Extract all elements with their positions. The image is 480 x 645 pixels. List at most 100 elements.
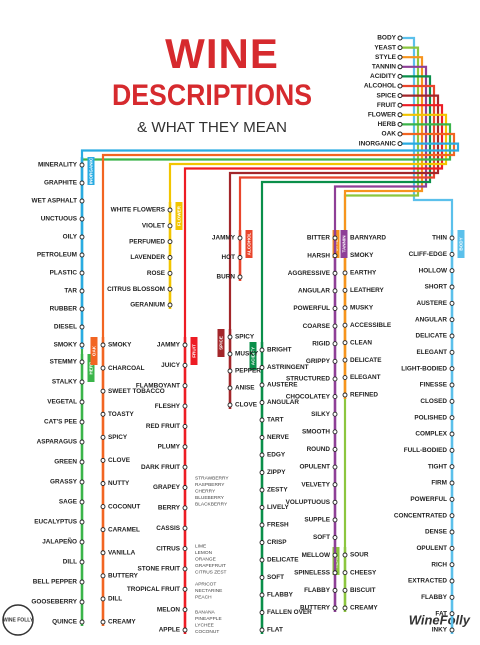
- station: [79, 216, 85, 222]
- term: TROPICAL FRUIT: [127, 586, 180, 593]
- station: [332, 270, 338, 276]
- station: [79, 539, 85, 545]
- station: [259, 592, 265, 598]
- legend-dot: [397, 121, 403, 127]
- station: [449, 464, 455, 470]
- station: [100, 596, 106, 602]
- term: FIRM: [431, 480, 447, 487]
- term: EDGY: [267, 452, 286, 459]
- term: SOFT: [313, 534, 330, 541]
- term: CHOCOLATEY: [286, 393, 331, 400]
- connector: [333, 65, 428, 230]
- station: [79, 306, 85, 312]
- connector: [402, 36, 454, 230]
- station: [79, 459, 85, 465]
- term: BURN: [217, 274, 236, 281]
- term: GREEN: [54, 459, 77, 466]
- connector: [80, 142, 460, 157]
- group-item: CITRUS ZEST: [195, 569, 227, 575]
- station: [259, 557, 265, 563]
- station: [79, 479, 85, 485]
- term: SAGE: [59, 499, 78, 506]
- term: STRUCTURED: [286, 376, 330, 383]
- station: [182, 342, 188, 348]
- station: [167, 270, 173, 276]
- station: [259, 627, 265, 633]
- term: VIOLET: [142, 223, 165, 230]
- station: [332, 306, 338, 311]
- term: CITRUS: [156, 545, 181, 552]
- station: [332, 253, 338, 259]
- term: MELLOW: [302, 552, 331, 559]
- term: SPICY: [108, 434, 128, 441]
- term: TART: [267, 417, 284, 424]
- station: [167, 239, 173, 245]
- term: JUICY: [161, 362, 181, 369]
- station: [449, 496, 455, 502]
- station: [79, 270, 85, 276]
- station: [79, 379, 85, 385]
- station: [332, 605, 338, 611]
- station: [100, 504, 106, 510]
- term: BUTTERY: [300, 605, 331, 612]
- station: [167, 207, 173, 213]
- term: BARNYARD: [350, 235, 386, 242]
- term: CHEESY: [350, 569, 377, 576]
- term: STEMMY: [50, 359, 78, 366]
- station: [79, 288, 85, 294]
- title-word: DESCRIPTIONS: [112, 79, 312, 112]
- legend-label: ACIDITY: [370, 73, 397, 80]
- legend-dot: [397, 35, 403, 41]
- station: [332, 587, 338, 593]
- term: CONCENTRATED: [394, 512, 448, 519]
- group-item: LYCHEE: [195, 622, 214, 628]
- term: POWERFUL: [293, 305, 330, 312]
- tag-label: BODY: [459, 237, 464, 250]
- term: SWEET TOBACCO: [108, 388, 165, 395]
- station: [449, 545, 455, 551]
- term: FLESHY: [155, 403, 181, 410]
- station: [342, 305, 348, 311]
- term: MUSKY: [235, 351, 259, 358]
- group-item: LEMON: [195, 550, 213, 556]
- term: SPICY: [235, 334, 255, 341]
- tag-box: [190, 337, 198, 365]
- term: COMPLEX: [415, 431, 447, 438]
- station: [167, 286, 173, 292]
- term: ACCESSIBLE: [350, 322, 392, 329]
- station: [449, 415, 455, 421]
- term: ANGULAR: [415, 316, 447, 323]
- term: STALKY: [52, 379, 78, 386]
- term: NUTTY: [108, 480, 130, 487]
- legend-label: INORGANIC: [359, 140, 397, 147]
- term: RUBBER: [50, 306, 78, 313]
- term: DILL: [108, 596, 122, 603]
- station: [227, 368, 233, 374]
- group-item: RASPBERRY: [195, 482, 225, 488]
- station: [332, 429, 338, 435]
- term: SHORT: [425, 284, 447, 291]
- term: SPINELESS: [294, 569, 331, 576]
- term: DELICATE: [350, 357, 382, 364]
- term: CLIFF-EDGE: [409, 251, 448, 258]
- station: [259, 435, 265, 440]
- station: [342, 570, 348, 576]
- column-tag: FRUIT: [190, 337, 198, 365]
- station: [449, 431, 455, 437]
- group-item: CHERRY: [195, 488, 216, 494]
- term: PERFUMED: [129, 238, 165, 245]
- station: [449, 594, 455, 600]
- term: DELICATE: [416, 333, 448, 340]
- station: [449, 251, 455, 257]
- column-tag: INORGANIC: [87, 157, 95, 185]
- station: [100, 527, 106, 533]
- term: PETROLEUM: [37, 252, 77, 259]
- legend-dot: [397, 131, 403, 137]
- station: [332, 341, 338, 347]
- station: [79, 198, 85, 204]
- term: RICH: [431, 561, 447, 568]
- term: LEATHERY: [350, 287, 384, 294]
- legend-dot: [397, 93, 403, 99]
- term: TIGHT: [428, 463, 447, 470]
- term: DELICATE: [267, 557, 299, 564]
